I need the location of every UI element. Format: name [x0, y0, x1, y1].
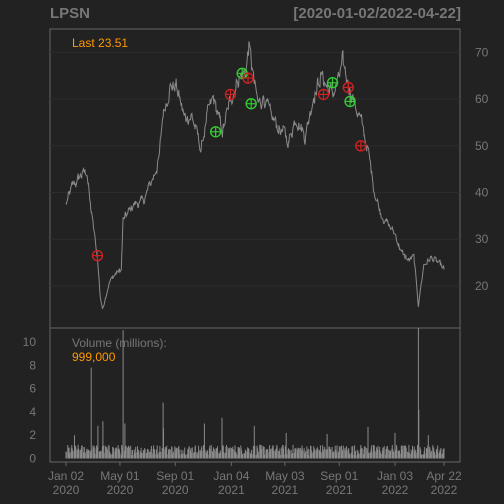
price-tick-label: 40: [475, 186, 489, 200]
volume-tick-label: 8: [29, 358, 36, 372]
buy-signal-marker: [245, 98, 257, 110]
buy-signal-marker: [344, 95, 356, 108]
x-tick-label: Apr 22: [426, 469, 462, 483]
x-tick-label: Jan 02: [48, 469, 84, 483]
x-tick-year: 2020: [162, 483, 189, 497]
x-tick-year: 2020: [107, 483, 134, 497]
last-price-label: Last 23.51: [72, 36, 128, 50]
volume-tick-label: 6: [29, 382, 36, 396]
volume-bars: [65, 328, 445, 459]
volume-value-label: 999,000: [72, 350, 116, 364]
price-panel-frame: [49, 28, 461, 329]
volume-panel: 0 2 4 6 8 10 Volume (millions):999,000: [23, 327, 461, 466]
x-tick-label: May 01: [100, 469, 140, 483]
date-range-label: [2020-01-02/2022-04-22]: [293, 5, 461, 22]
x-tick-label: Jan 03: [377, 469, 413, 483]
volume-label: Volume (millions):: [72, 336, 167, 350]
x-tick-label: Sep 01: [320, 469, 358, 483]
x-tick-year: 2022: [382, 483, 409, 497]
volume-tick-label: 4: [29, 405, 36, 419]
volume-tick-label: 0: [29, 452, 36, 466]
sell-signal-marker: [355, 140, 367, 152]
price-tick-label: 60: [475, 92, 489, 106]
volume-panel-frame: [49, 327, 461, 463]
sell-signal-marker: [342, 81, 354, 94]
volume-tick-label: 2: [29, 428, 36, 442]
x-tick-year: 2021: [218, 483, 245, 497]
x-tick-label: May 03: [265, 469, 305, 483]
buy-signal-marker: [326, 77, 339, 89]
sell-signal-marker: [224, 88, 237, 101]
sell-signal-marker: [242, 72, 254, 84]
sell-signal-marker: [317, 88, 330, 101]
x-tick-year: 2021: [272, 483, 299, 497]
x-tick-label: Jan 04: [213, 469, 249, 483]
price-tick-label: 70: [475, 45, 489, 59]
sell-signal-marker: [91, 249, 104, 262]
price-panel: 20 30 40 50 60 70 Last 23.51: [49, 28, 489, 329]
price-tick-label: 20: [475, 279, 489, 293]
price-tick-label: 50: [475, 139, 489, 153]
buy-signal-marker: [209, 126, 222, 138]
x-tick-year: 2021: [326, 483, 353, 497]
x-tick-label: Sep 01: [156, 469, 194, 483]
price-line: [65, 41, 445, 310]
x-tick-year: 2022: [431, 483, 458, 497]
price-tick-label: 30: [475, 232, 489, 246]
chart-title: LPSN: [50, 5, 91, 22]
volume-tick-label: 10: [23, 335, 37, 349]
x-tick-year: 2020: [53, 483, 80, 497]
